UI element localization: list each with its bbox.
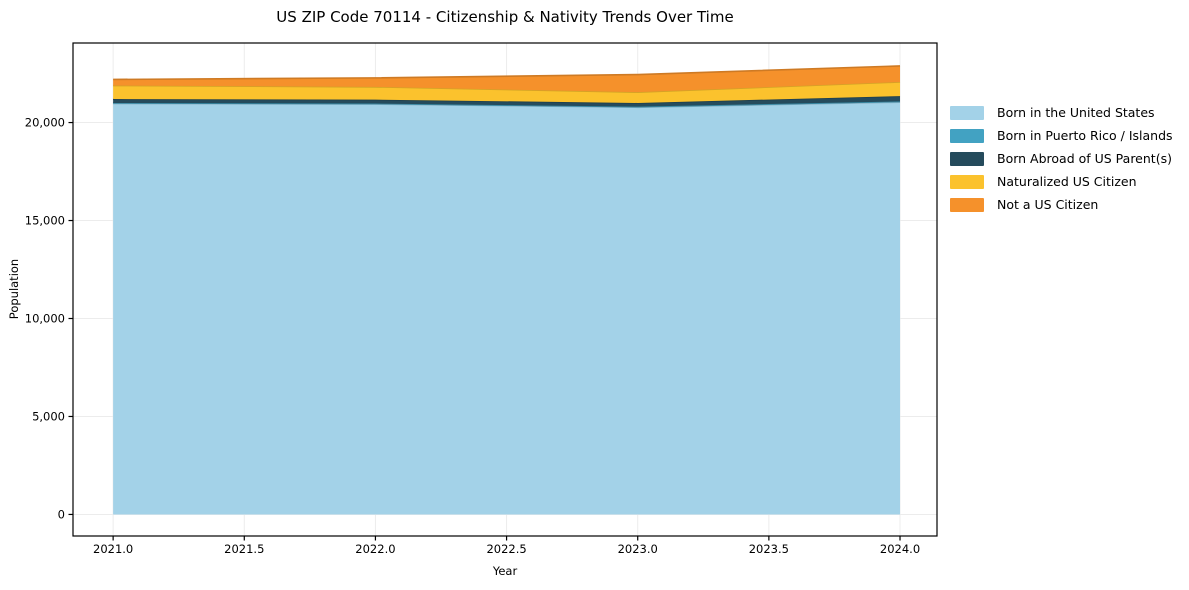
legend-swatch-naturalized	[950, 174, 984, 189]
y-tick-label: 15,000	[25, 214, 65, 228]
x-tick-label: 2023.0	[618, 542, 658, 556]
legend-label: Born Abroad of US Parent(s)	[997, 151, 1172, 166]
y-tick-label: 0	[58, 507, 65, 521]
x-tick-label: 2021.5	[224, 542, 264, 556]
legend-swatch-born-us	[950, 105, 984, 120]
legend-label: Naturalized US Citizen	[997, 174, 1137, 189]
x-tick-label: 2021.0	[93, 542, 133, 556]
y-axis-label: Population	[7, 258, 21, 320]
legend-swatch-born-abroad	[950, 151, 984, 166]
legend-item: Naturalized US Citizen	[950, 170, 1173, 193]
x-axis-label: Year	[492, 564, 518, 578]
legend-swatch-puerto-rico	[950, 128, 984, 143]
legend-label: Born in the United States	[997, 105, 1155, 120]
legend-item: Born in the United States	[950, 101, 1173, 124]
x-tick-label: 2024.0	[880, 542, 920, 556]
y-tick-label: 5,000	[32, 409, 65, 423]
legend-item: Born Abroad of US Parent(s)	[950, 147, 1173, 170]
area-band	[113, 102, 901, 515]
legend-item: Born in Puerto Rico / Islands	[950, 124, 1173, 147]
x-tick-label: 2022.0	[355, 542, 395, 556]
chart-title: US ZIP Code 70114 - Citizenship & Nativi…	[276, 8, 734, 26]
y-tick-label: 20,000	[25, 116, 65, 130]
x-tick-label: 2023.5	[749, 542, 789, 556]
legend: Born in the United States Born in Puerto…	[950, 101, 1173, 216]
plot-border	[72, 42, 938, 537]
y-tick-label: 10,000	[25, 312, 65, 326]
legend-item: Not a US Citizen	[950, 193, 1173, 216]
legend-label: Not a US Citizen	[997, 197, 1099, 212]
legend-label: Born in Puerto Rico / Islands	[997, 128, 1173, 143]
x-tick-label: 2022.5	[486, 542, 526, 556]
legend-swatch-not-citizen	[950, 197, 984, 212]
area-band-edge	[113, 65, 901, 81]
